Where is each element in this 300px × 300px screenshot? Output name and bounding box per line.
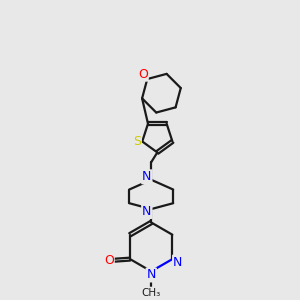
Text: CH₃: CH₃ bbox=[142, 288, 161, 298]
Text: N: N bbox=[146, 268, 156, 281]
Text: N: N bbox=[142, 205, 152, 218]
Text: N: N bbox=[142, 170, 152, 183]
Text: N: N bbox=[173, 256, 182, 268]
Text: O: O bbox=[104, 254, 114, 267]
Text: O: O bbox=[138, 68, 148, 81]
Text: S: S bbox=[133, 135, 141, 148]
